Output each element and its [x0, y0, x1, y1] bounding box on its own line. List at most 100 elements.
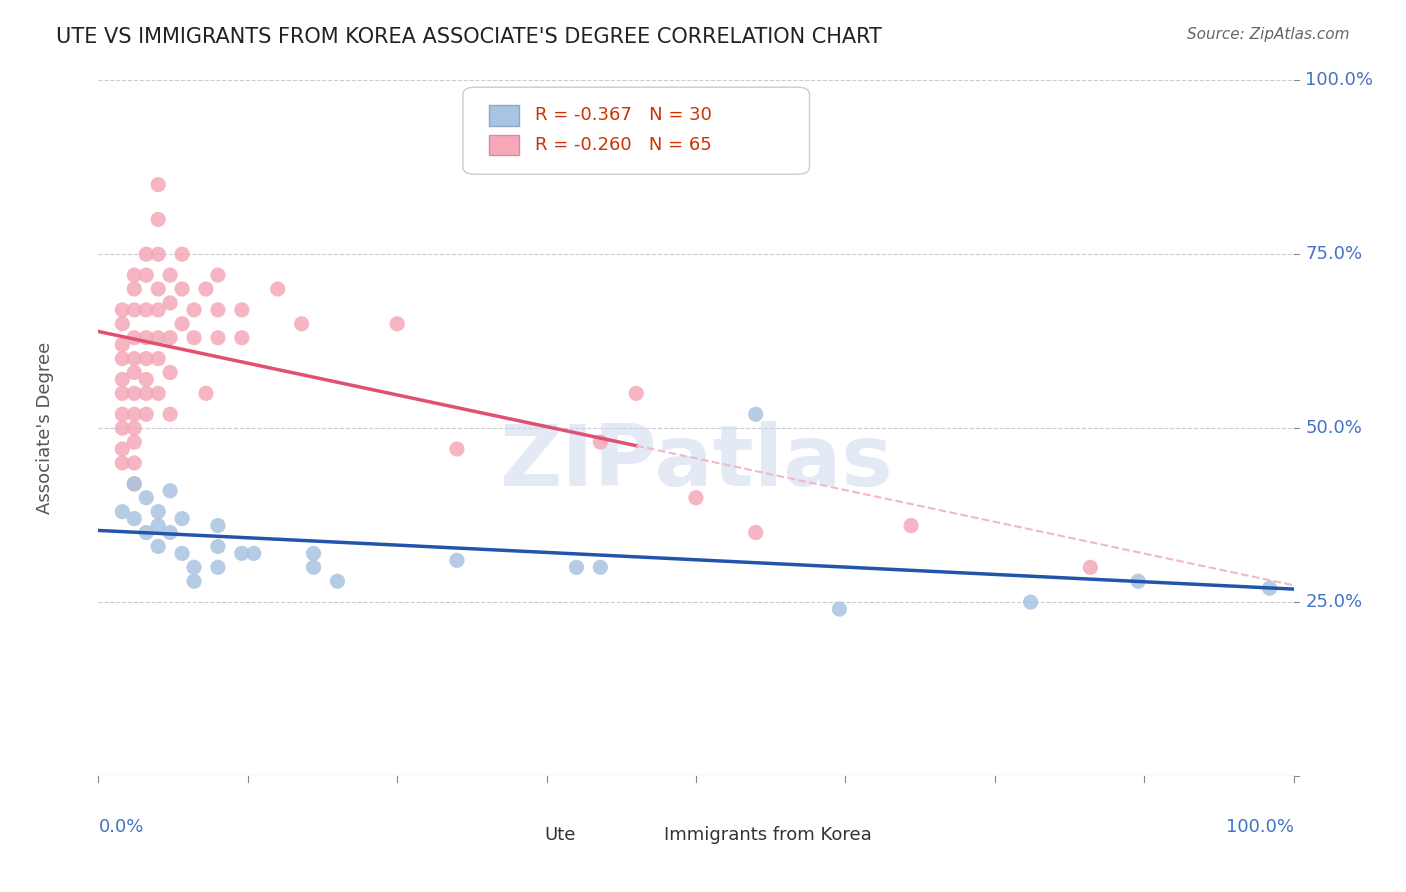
Point — [111, 317, 134, 331]
Text: ZIPatlas: ZIPatlas — [499, 421, 893, 505]
Point — [148, 212, 170, 227]
Point — [124, 366, 146, 380]
Point — [243, 546, 266, 560]
Point — [745, 525, 768, 540]
Point — [124, 407, 146, 421]
Point — [565, 560, 588, 574]
Point — [231, 331, 253, 345]
Point — [207, 331, 229, 345]
Point — [148, 247, 170, 261]
Point — [626, 386, 648, 401]
Point — [589, 435, 612, 450]
Point — [124, 456, 146, 470]
Point — [111, 442, 134, 456]
Point — [135, 247, 157, 261]
Point — [207, 268, 229, 282]
Point — [446, 442, 468, 456]
Point — [195, 282, 218, 296]
Point — [111, 351, 134, 366]
Point — [172, 247, 194, 261]
Point — [172, 546, 194, 560]
Point — [172, 511, 194, 525]
Point — [172, 282, 194, 296]
Point — [124, 268, 146, 282]
Point — [124, 435, 146, 450]
Text: Ute: Ute — [544, 826, 575, 844]
Point — [589, 560, 612, 574]
Point — [148, 386, 170, 401]
Point — [111, 421, 134, 435]
Point — [148, 351, 170, 366]
Point — [183, 302, 205, 317]
Point — [302, 560, 325, 574]
Point — [124, 476, 146, 491]
Point — [1128, 574, 1150, 589]
Point — [172, 317, 194, 331]
Point — [111, 386, 134, 401]
Point — [124, 386, 146, 401]
Text: 25.0%: 25.0% — [1306, 593, 1362, 611]
Point — [207, 540, 229, 554]
Point — [111, 372, 134, 386]
Text: R = -0.260   N = 65: R = -0.260 N = 65 — [534, 136, 711, 154]
Point — [124, 282, 146, 296]
Point — [183, 574, 205, 589]
Text: Associate's Degree: Associate's Degree — [35, 342, 53, 515]
Point — [148, 302, 170, 317]
Point — [446, 553, 468, 567]
Point — [326, 574, 349, 589]
Text: R = -0.367   N = 30: R = -0.367 N = 30 — [534, 106, 711, 124]
Point — [1258, 581, 1281, 595]
Text: UTE VS IMMIGRANTS FROM KOREA ASSOCIATE'S DEGREE CORRELATION CHART: UTE VS IMMIGRANTS FROM KOREA ASSOCIATE'S… — [56, 27, 882, 46]
Point — [159, 483, 181, 498]
Point — [135, 491, 157, 505]
Point — [159, 407, 181, 421]
Point — [135, 351, 157, 366]
Point — [135, 331, 157, 345]
Point — [231, 302, 253, 317]
Point — [148, 540, 170, 554]
Point — [183, 560, 205, 574]
Point — [385, 317, 409, 331]
Point — [111, 337, 134, 351]
Text: 0.0%: 0.0% — [98, 818, 143, 836]
Point — [111, 456, 134, 470]
Text: 100.0%: 100.0% — [1306, 71, 1374, 89]
Point — [135, 407, 157, 421]
Point — [148, 178, 170, 192]
FancyBboxPatch shape — [510, 826, 537, 846]
Point — [111, 505, 134, 519]
Point — [148, 518, 170, 533]
Point — [207, 560, 229, 574]
Point — [148, 505, 170, 519]
Point — [302, 546, 325, 560]
Point — [291, 317, 314, 331]
Text: Immigrants from Korea: Immigrants from Korea — [664, 826, 872, 844]
FancyBboxPatch shape — [489, 135, 519, 155]
Point — [159, 331, 181, 345]
Point — [1019, 595, 1042, 609]
FancyBboxPatch shape — [630, 826, 657, 846]
Point — [124, 421, 146, 435]
Point — [148, 282, 170, 296]
Point — [195, 386, 218, 401]
Point — [124, 302, 146, 317]
Point — [159, 268, 181, 282]
FancyBboxPatch shape — [489, 104, 519, 126]
Text: 75.0%: 75.0% — [1306, 245, 1362, 263]
Point — [135, 268, 157, 282]
Point — [1080, 560, 1102, 574]
Point — [135, 372, 157, 386]
Text: 100.0%: 100.0% — [1226, 818, 1294, 836]
Point — [135, 302, 157, 317]
Point — [135, 386, 157, 401]
Text: 50.0%: 50.0% — [1306, 419, 1362, 437]
Point — [111, 407, 134, 421]
Point — [900, 518, 922, 533]
Point — [124, 351, 146, 366]
Point — [207, 518, 229, 533]
Point — [828, 602, 851, 616]
Point — [745, 407, 768, 421]
Point — [159, 525, 181, 540]
FancyBboxPatch shape — [463, 87, 810, 174]
